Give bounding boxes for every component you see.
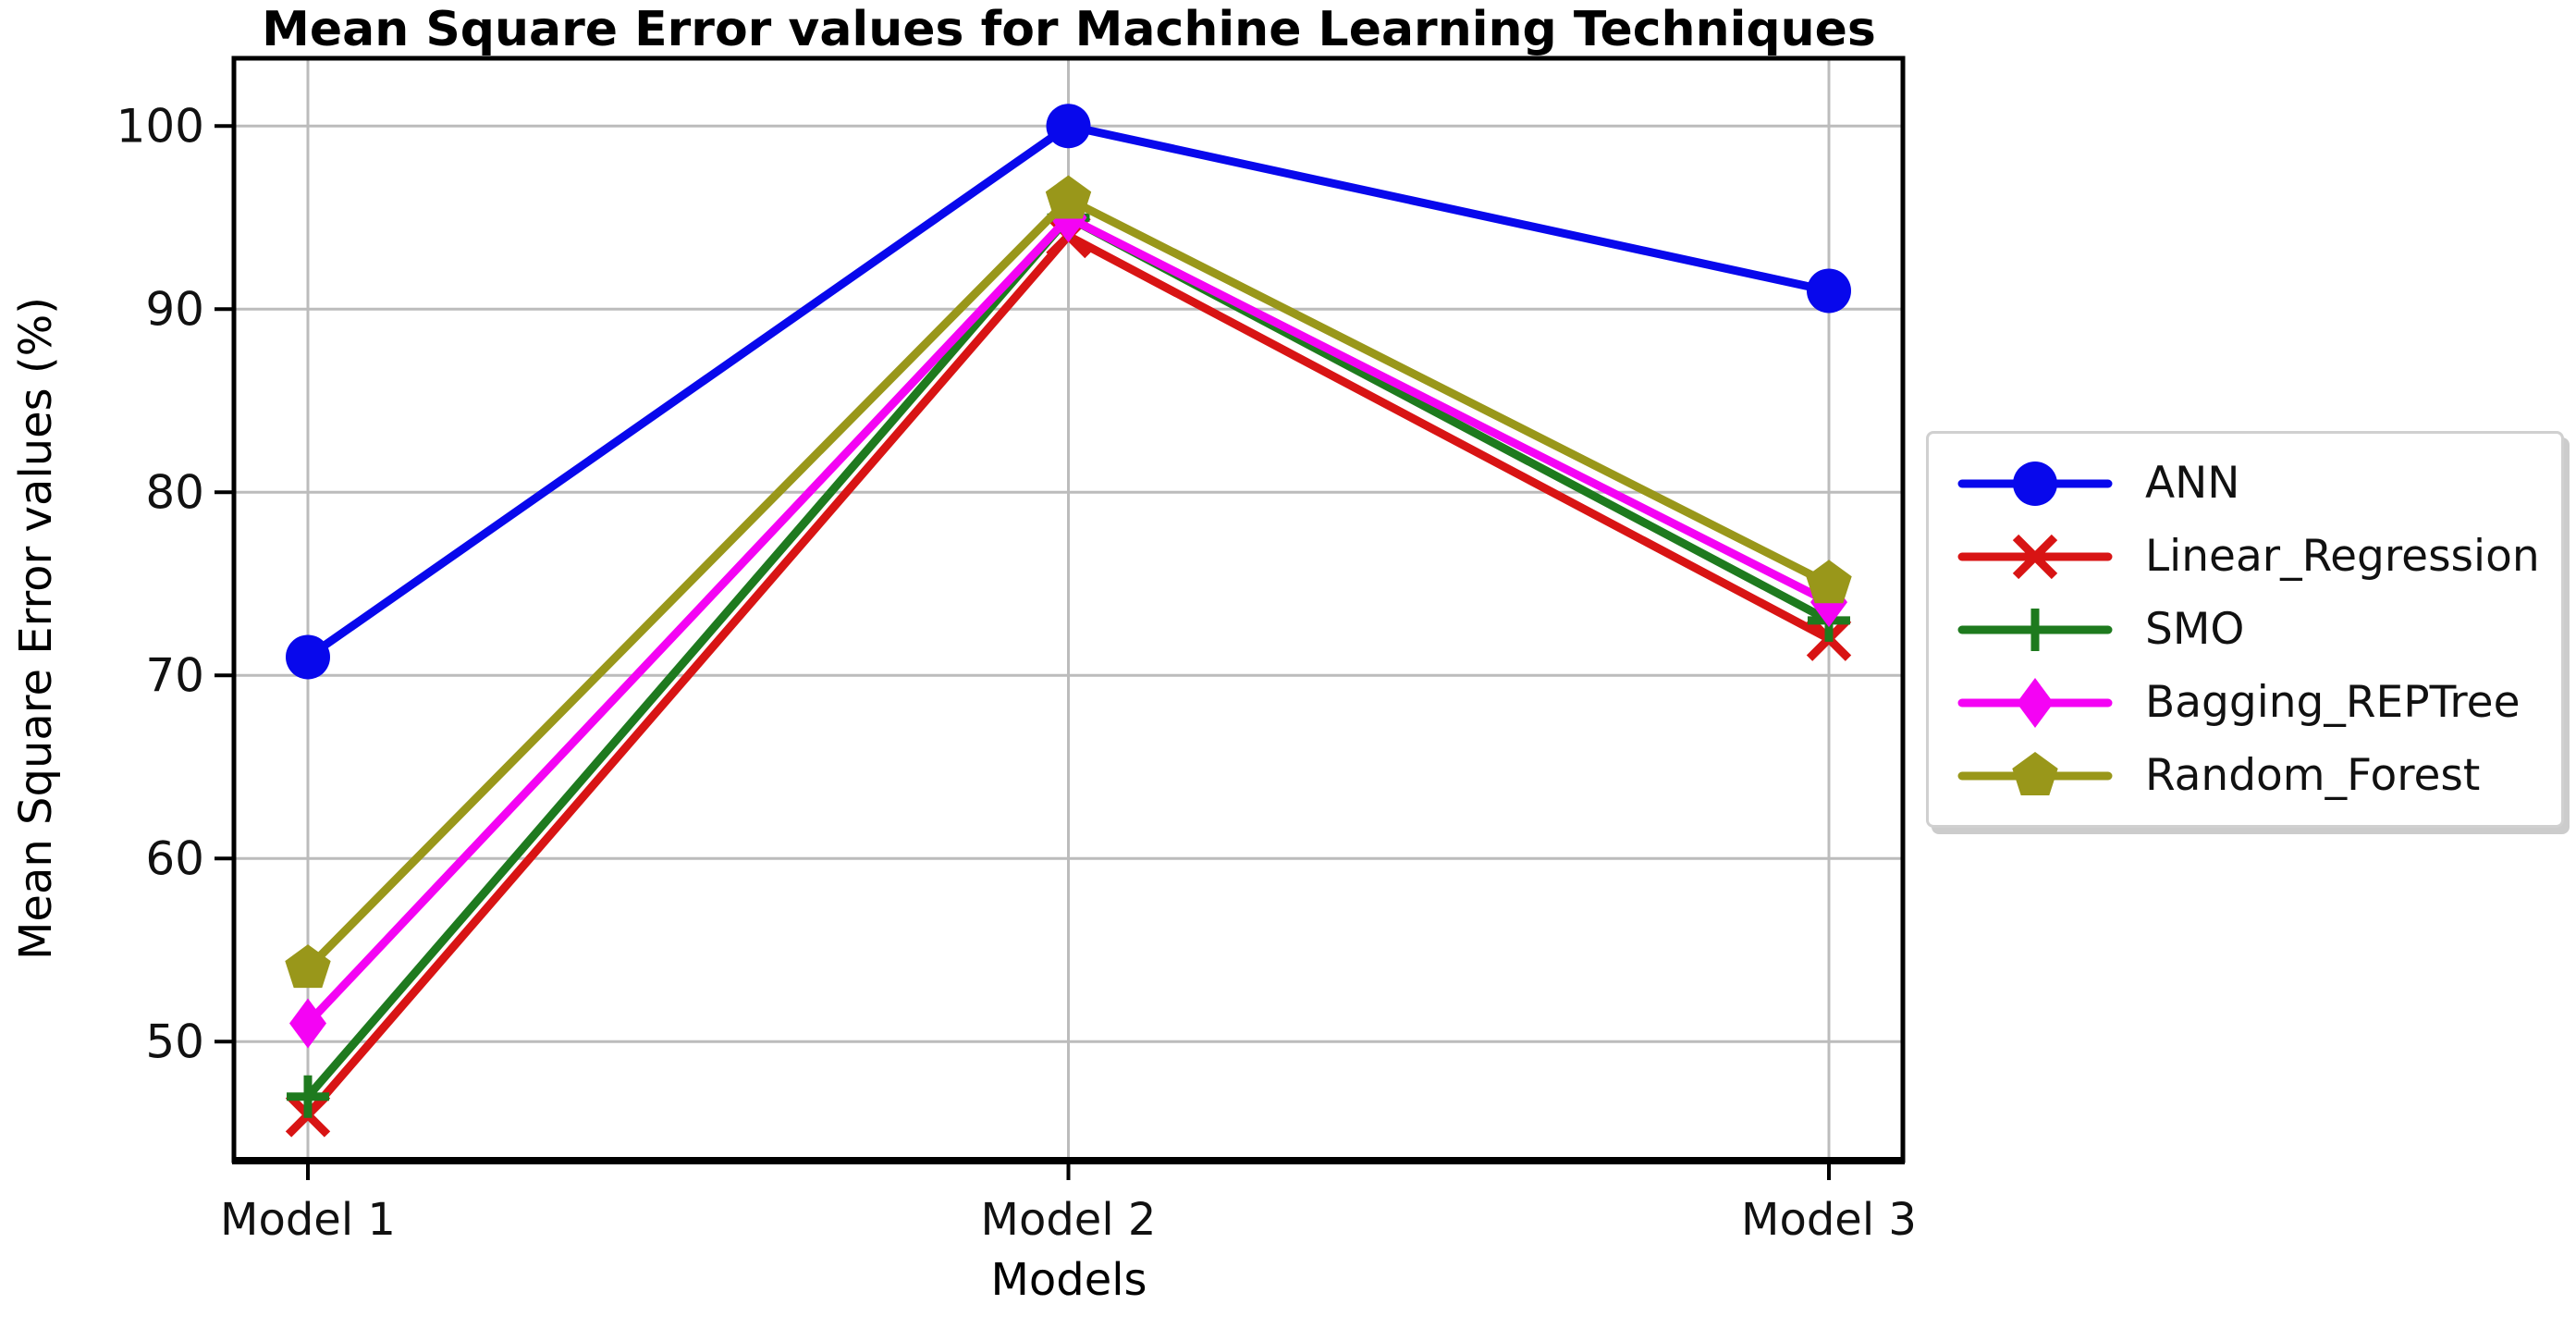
- y-tick-label-60: 60: [145, 831, 204, 885]
- x-axis-label: Models: [990, 1254, 1147, 1306]
- legend-swatch-plus-icon: [1957, 608, 2113, 651]
- legend-swatch-x-icon: [1957, 534, 2113, 579]
- x-tick-label-model-1: Model 1: [220, 1194, 396, 1246]
- series-random-forest: [285, 175, 1852, 989]
- legend-swatch-pentagon-icon: [1957, 751, 2113, 795]
- series-ann: [286, 104, 1851, 680]
- legend-swatch-circle-icon: [1957, 461, 2113, 506]
- chart-title: Mean Square Error values for Machine Lea…: [262, 2, 1876, 57]
- marker-bagging-reptree-model-1: [289, 998, 326, 1049]
- y-tick-label-100: 100: [117, 99, 204, 153]
- legend: ANN Linear_Regression SMO Bagging_REPTree Ra…: [1926, 431, 2564, 828]
- legend-label-ann: ANN: [2145, 458, 2240, 509]
- legend-item-smo: SMO: [1945, 593, 2543, 666]
- legend-item-random-forest: Random_Forest: [1945, 739, 2543, 812]
- legend-label-smo: SMO: [2145, 604, 2245, 655]
- marker-ann-model-1: [286, 634, 330, 680]
- marker-ann-model-3: [1807, 268, 1851, 314]
- legend-item-ann: ANN: [1945, 447, 2543, 520]
- legend-label-random-forest: Random_Forest: [2145, 750, 2481, 801]
- legend-marker-random-forest: [2012, 751, 2058, 795]
- y-tick-label-90: 90: [145, 282, 204, 336]
- legend-marker-ann: [2013, 461, 2057, 506]
- y-tick-label-50: 50: [145, 1015, 204, 1068]
- legend-label-linear-regression: Linear_Regression: [2145, 531, 2540, 582]
- legend-item-linear-regression: Linear_Regression: [1945, 520, 2543, 593]
- legend-marker-bagging-reptree: [2017, 677, 2054, 728]
- legend-item-bagging-reptree: Bagging_REPTree: [1945, 666, 2543, 739]
- legend-label-bagging-reptree: Bagging_REPTree: [2145, 677, 2521, 728]
- marker-smo-model-1: [287, 1075, 329, 1118]
- axis-ticks: 50 60 70 80 90 100 Model 1 Model 2 Model 3: [117, 99, 1917, 1246]
- legend-marker-smo: [2014, 608, 2056, 651]
- marker-random-forest-model-2: [1045, 175, 1092, 219]
- y-tick-label-70: 70: [145, 648, 204, 702]
- marker-ann-model-2: [1046, 104, 1091, 149]
- legend-swatch-diamond-icon: [1957, 677, 2113, 728]
- x-tick-label-model-2: Model 2: [981, 1194, 1157, 1246]
- marker-random-forest-model-3: [1806, 560, 1852, 604]
- legend-marker-linear-regression: [2012, 534, 2058, 579]
- x-tick-label-model-3: Model 3: [1741, 1194, 1917, 1246]
- marker-random-forest-model-1: [285, 944, 331, 989]
- y-tick-label-80: 80: [145, 465, 204, 519]
